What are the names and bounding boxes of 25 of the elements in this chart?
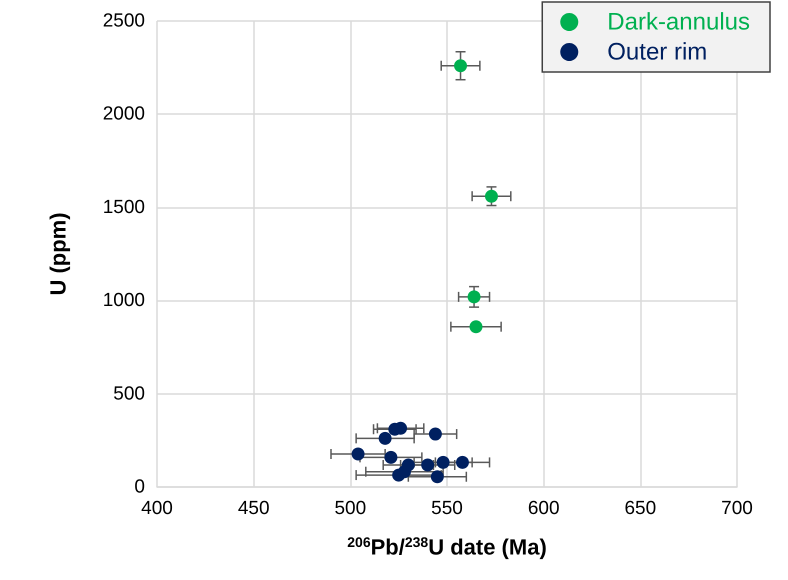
y-tick-label: 0 <box>134 476 145 498</box>
y-tick-label: 2500 <box>102 10 145 32</box>
point <box>468 290 481 304</box>
legend-label: Dark-annulus <box>607 8 750 36</box>
x-tick-label: 700 <box>721 498 753 519</box>
y-tick-label: 2000 <box>102 104 145 125</box>
y-tick-label: 1500 <box>102 196 145 218</box>
point <box>454 59 468 72</box>
point <box>378 432 392 445</box>
x-tick-label: 400 <box>141 498 173 519</box>
x-tick-label: 450 <box>238 498 270 519</box>
y-tick-label: 1000 <box>102 290 145 312</box>
x-tick-label: 650 <box>624 498 656 519</box>
legend-label: Outer rim <box>607 38 708 66</box>
point <box>428 428 442 441</box>
point <box>352 448 365 461</box>
point <box>456 456 469 469</box>
point <box>392 468 406 482</box>
x-tick-label: 500 <box>334 498 366 519</box>
y-tick-label: 500 <box>113 383 145 404</box>
x-tick-label: 550 <box>431 498 463 519</box>
x-tick-label: 600 <box>528 498 560 519</box>
y-axis-title: U (ppm) <box>46 212 70 296</box>
point <box>470 320 482 334</box>
point <box>484 190 498 203</box>
